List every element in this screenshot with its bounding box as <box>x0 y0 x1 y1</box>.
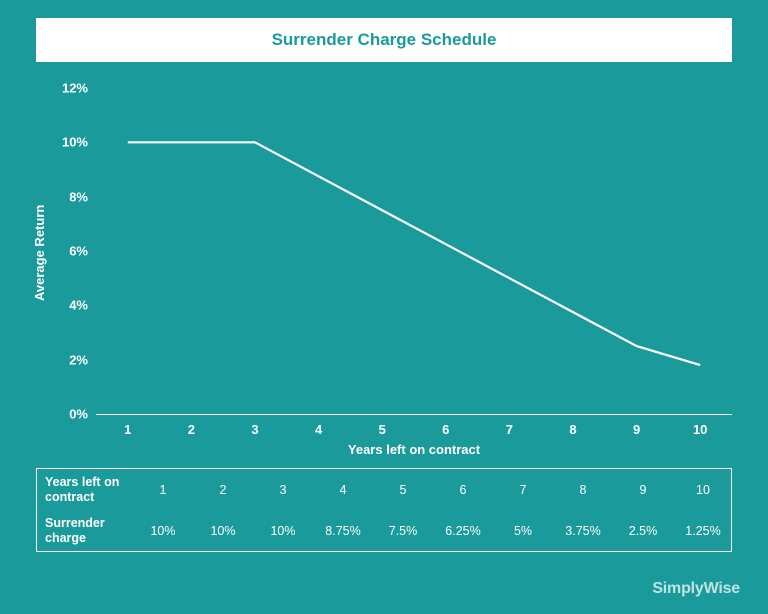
table-cell: 5% <box>493 524 553 538</box>
table-cell: 4 <box>313 483 373 497</box>
table-cell: 8.75% <box>313 524 373 538</box>
table-row: Years left on contract12345678910 <box>37 469 731 510</box>
x-tick: 1 <box>124 422 131 437</box>
table-cell: 1.25% <box>673 524 733 538</box>
table-cell: 6.25% <box>433 524 493 538</box>
chart-title-bar: Surrender Charge Schedule <box>36 18 732 62</box>
x-tick: 7 <box>506 422 513 437</box>
table-cell: 1 <box>133 483 193 497</box>
data-table: Years left on contract12345678910 Surrend… <box>36 468 732 552</box>
table-cell: 9 <box>613 483 673 497</box>
x-tick: 3 <box>251 422 258 437</box>
chart-canvas: Surrender Charge Schedule 0%2%4%6%8%10%1… <box>0 0 768 614</box>
table-cell: 5 <box>373 483 433 497</box>
chart-title: Surrender Charge Schedule <box>272 30 497 50</box>
x-tick: 5 <box>379 422 386 437</box>
plot-area <box>96 88 732 414</box>
y-tick: 10% <box>52 135 88 150</box>
series-line <box>128 142 700 365</box>
x-tick: 6 <box>442 422 449 437</box>
table-cell: 10% <box>253 524 313 538</box>
table-cell: 10 <box>673 483 733 497</box>
table-cell: 7 <box>493 483 553 497</box>
brand-logo: SimplyWise <box>652 580 740 598</box>
x-axis-label: Years left on contract <box>96 442 732 457</box>
y-axis-label: Average Return <box>32 205 47 301</box>
table-cell: 10% <box>193 524 253 538</box>
x-tick: 8 <box>569 422 576 437</box>
y-tick: 0% <box>52 407 88 422</box>
line-chart-svg <box>96 88 732 414</box>
y-tick: 6% <box>52 244 88 259</box>
table-cell: 7.5% <box>373 524 433 538</box>
table-header-cell: Years left on contract <box>37 475 133 504</box>
table-cell: 3.75% <box>553 524 613 538</box>
table-cell: 3 <box>253 483 313 497</box>
table-header-cell: Surrender charge <box>37 516 133 545</box>
x-axis-line <box>96 414 732 415</box>
table-cell: 6 <box>433 483 493 497</box>
table-cell: 2 <box>193 483 253 497</box>
table-cell: 2.5% <box>613 524 673 538</box>
table-row: Surrender charge10%10%10%8.75%7.5%6.25%5… <box>37 510 731 551</box>
y-tick: 4% <box>52 298 88 313</box>
y-tick: 2% <box>52 352 88 367</box>
y-tick: 12% <box>52 81 88 96</box>
x-tick: 9 <box>633 422 640 437</box>
x-tick: 4 <box>315 422 322 437</box>
y-tick: 8% <box>52 189 88 204</box>
x-tick: 2 <box>188 422 195 437</box>
x-tick: 10 <box>693 422 707 437</box>
table-cell: 8 <box>553 483 613 497</box>
table-cell: 10% <box>133 524 193 538</box>
